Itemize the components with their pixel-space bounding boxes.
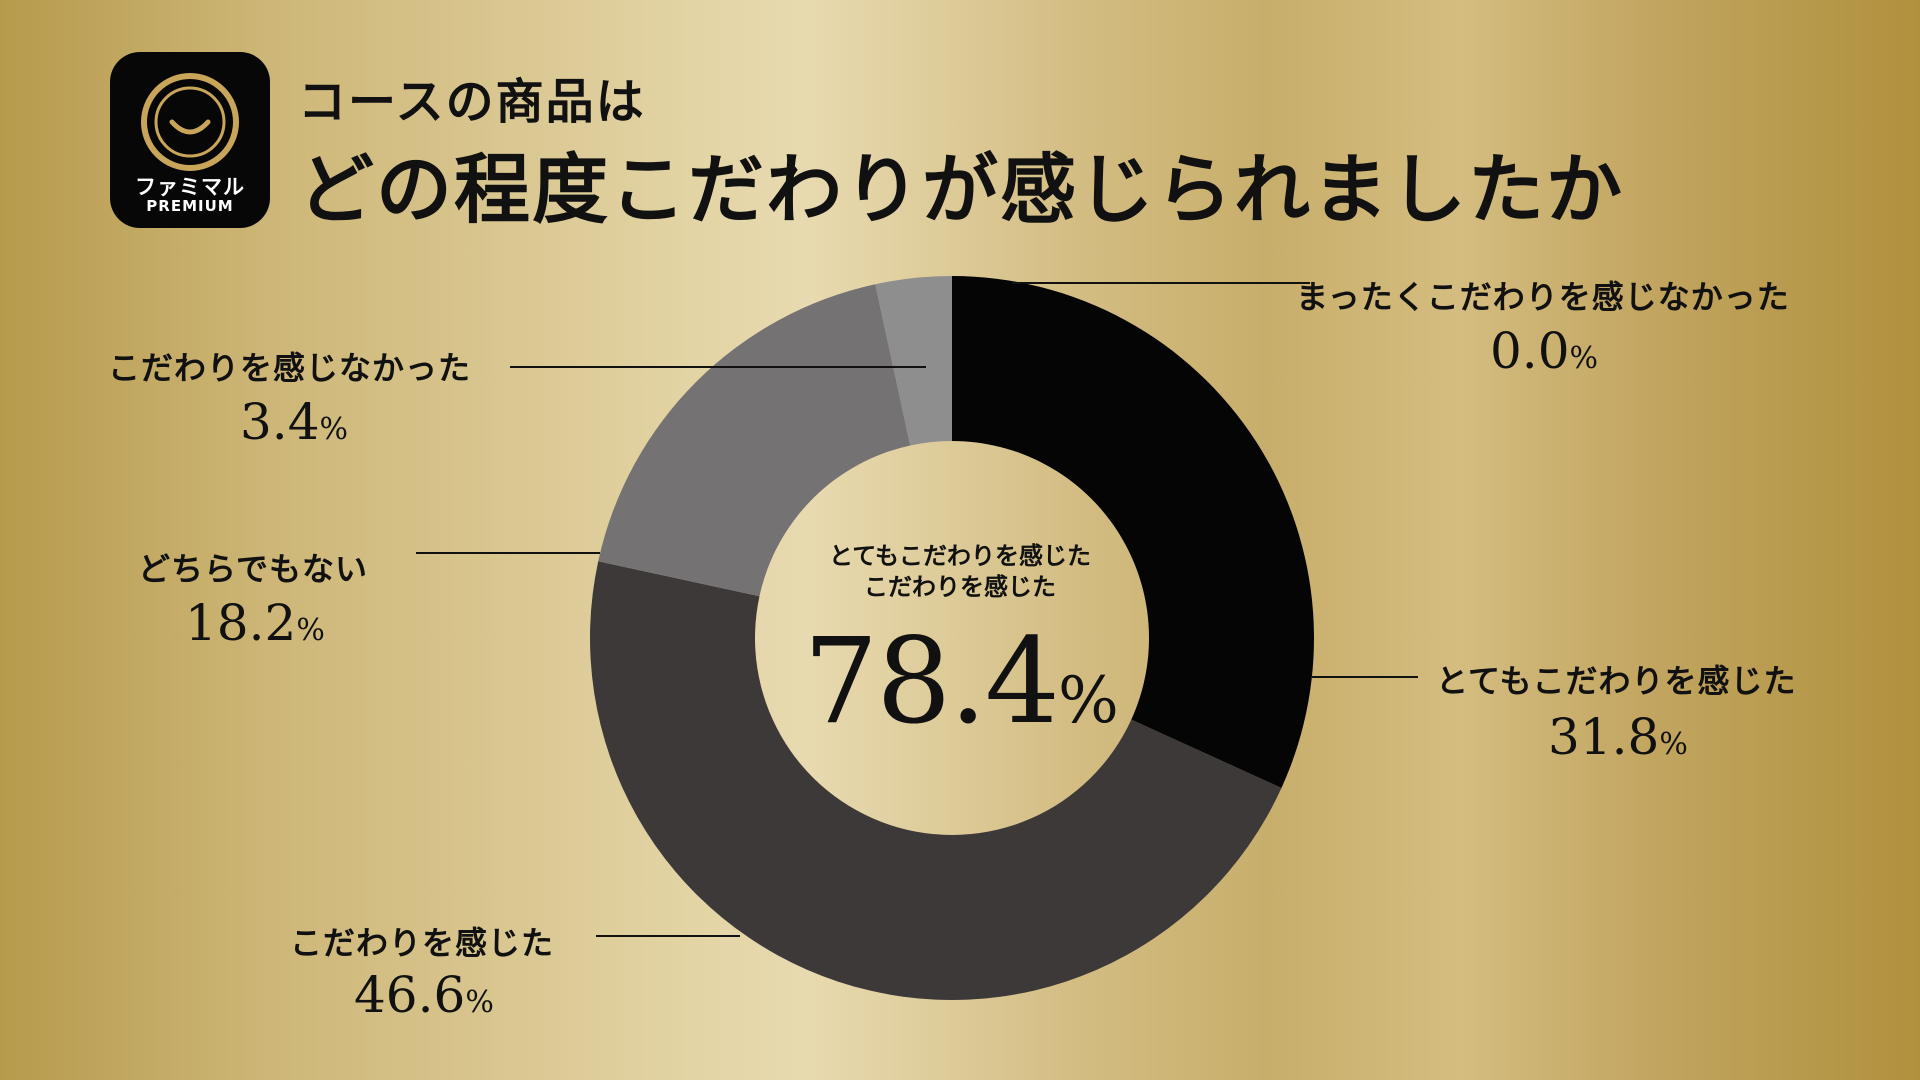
value-strongly-felt: 31.8% <box>1548 708 1688 766</box>
label-neither: どちらでもない <box>138 550 369 588</box>
value-felt: 46.6% <box>354 966 494 1024</box>
famimaru-premium-logo: ファミマル PREMIUM <box>110 52 270 228</box>
center-label-line2: こだわりを感じた <box>864 572 1056 601</box>
value-not-felt: 3.4% <box>240 393 349 451</box>
label-strongly-felt: とてもこだわりを感じた <box>1436 662 1797 700</box>
label-felt: こだわりを感じた <box>290 924 555 962</box>
donut-slice-2 <box>598 284 911 597</box>
label-not-felt: こだわりを感じなかった <box>108 349 472 387</box>
donut-slice-3 <box>875 276 952 446</box>
donut-slice-0 <box>952 276 1315 789</box>
value-not-at-all: 0.0% <box>1490 322 1599 380</box>
center-label-line1: とてもこだわりを感じた <box>828 541 1092 570</box>
value-neither: 18.2% <box>185 594 325 652</box>
smile-emblem-icon <box>141 73 239 171</box>
logo-text-premium: PREMIUM <box>146 197 234 215</box>
title-subtitle: コースの商品は <box>298 74 646 130</box>
logo-text-famimaru: ファミマル <box>135 175 245 199</box>
donut-slice-1 <box>590 561 1282 1001</box>
chart-slices <box>590 276 1315 1001</box>
label-not-at-all: まったくこだわりを感じなかった <box>1296 278 1790 316</box>
center-total-value: 78.4% <box>803 612 1119 750</box>
page-title: どの程度こだわりが感じられましたか <box>298 145 1624 234</box>
leader-lines <box>416 282 1418 937</box>
